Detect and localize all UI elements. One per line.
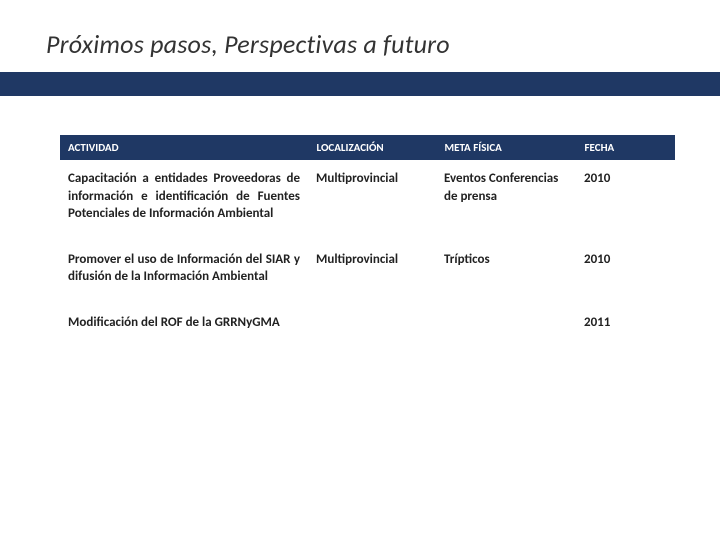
cell-fecha: 2011 <box>576 304 674 350</box>
cell-meta <box>436 304 576 350</box>
cell-meta: Trípticos <box>436 241 576 304</box>
table-header-row: ACTIVIDAD LOCALIZACIÓN META FÍSICA FECHA <box>60 135 674 160</box>
accent-bar <box>0 72 720 96</box>
table-row: Capacitación a entidades Proveedoras de … <box>60 160 674 241</box>
slide: Próximos pasos, Perspectivas a futuro AC… <box>0 0 720 540</box>
cell-actividad: Modificación del ROF de la GRRNyGMA <box>60 304 308 350</box>
cell-actividad: Promover el uso de Información del SIAR … <box>60 241 308 304</box>
col-header-meta: META FÍSICA <box>436 135 576 160</box>
table-row: Promover el uso de Información del SIAR … <box>60 241 674 304</box>
cell-fecha: 2010 <box>576 241 674 304</box>
slide-title: Próximos pasos, Perspectivas a futuro <box>46 28 450 60</box>
data-table: ACTIVIDAD LOCALIZACIÓN META FÍSICA FECHA… <box>60 135 675 349</box>
cell-actividad: Capacitación a entidades Proveedoras de … <box>60 160 308 241</box>
cell-localizacion <box>308 304 436 350</box>
col-header-localizacion: LOCALIZACIÓN <box>308 135 436 160</box>
col-header-actividad: ACTIVIDAD <box>60 135 308 160</box>
cell-localizacion: Multiprovincial <box>308 160 436 241</box>
cell-meta: Eventos Conferencias de prensa <box>436 160 576 241</box>
cell-localizacion: Multiprovincial <box>308 241 436 304</box>
col-header-fecha: FECHA <box>576 135 674 160</box>
table-row: Modificación del ROF de la GRRNyGMA 2011 <box>60 304 674 350</box>
cell-fecha: 2010 <box>576 160 674 241</box>
